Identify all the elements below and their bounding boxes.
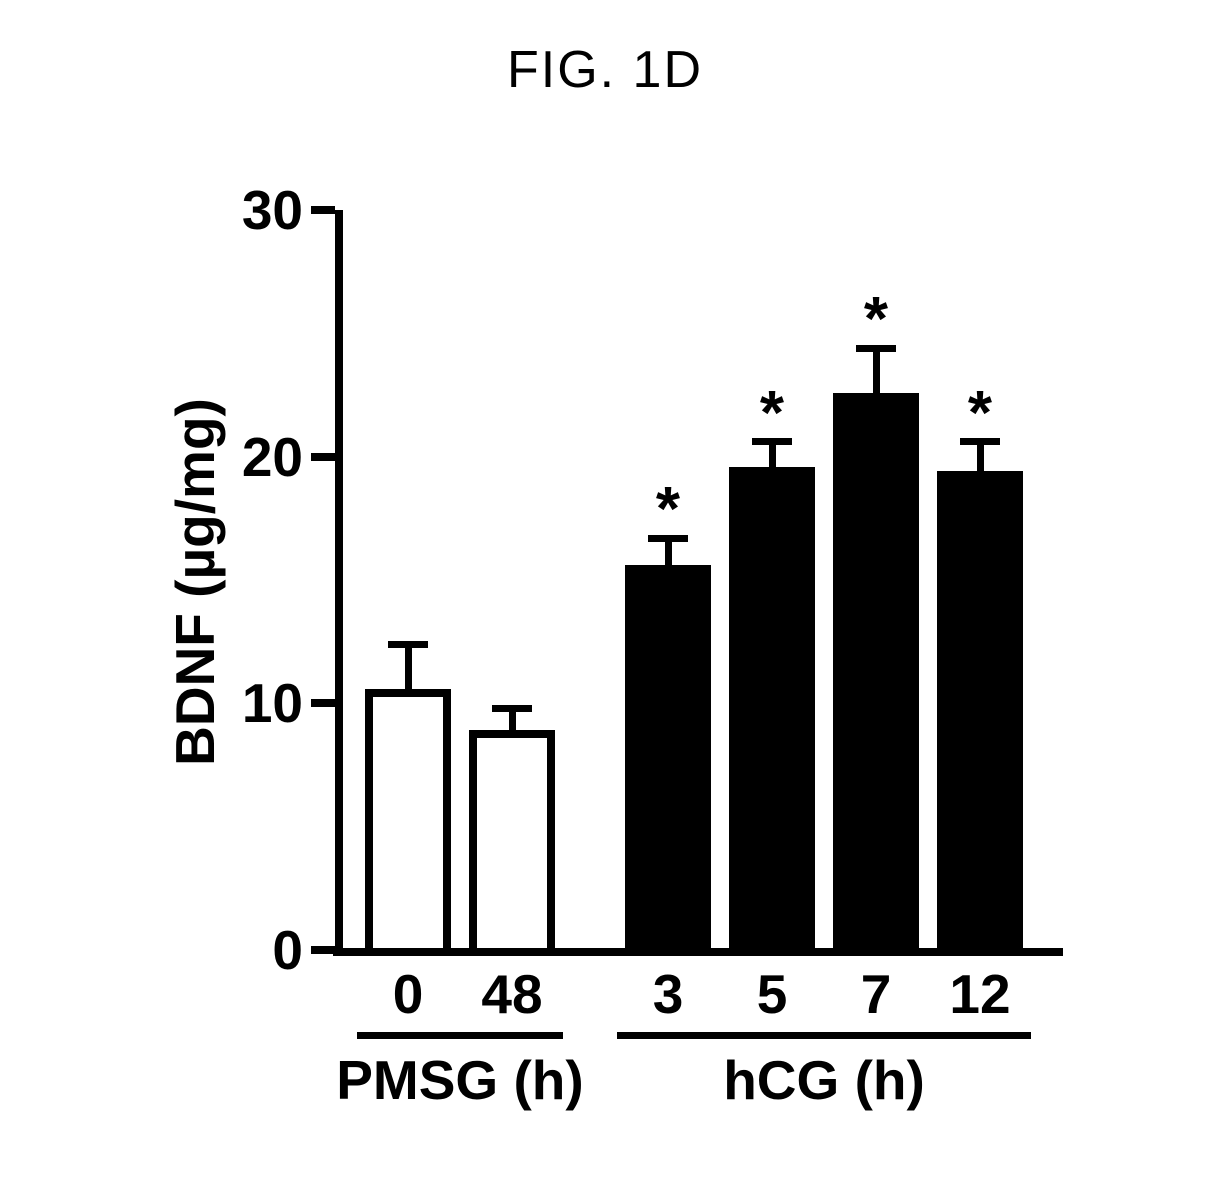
x-group-label: PMSG (h)	[280, 1048, 640, 1112]
x-category-label: 12	[930, 962, 1030, 1026]
group-underline	[617, 1032, 1031, 1039]
bar	[729, 467, 815, 950]
x-category-label: 7	[826, 962, 926, 1026]
y-tick	[311, 453, 335, 461]
plot-area: * * * *	[335, 210, 1055, 950]
y-tick-label: 0	[185, 918, 303, 982]
x-axis	[333, 948, 1063, 956]
x-category-label: 3	[618, 962, 718, 1026]
bar	[937, 471, 1023, 950]
bdnf-bar-chart: **** BDNF (µg/mg) 010203004835712PMSG (h…	[165, 180, 1085, 1110]
error-bar-stem	[405, 644, 412, 688]
significance-marker: *	[643, 474, 693, 545]
y-tick	[311, 946, 335, 954]
x-category-label: 5	[722, 962, 822, 1026]
figure-title: FIG. 1D	[0, 40, 1210, 100]
y-tick	[311, 206, 335, 214]
y-tick	[311, 699, 335, 707]
y-tick-label: 20	[185, 425, 303, 489]
significance-marker: *	[747, 378, 797, 449]
y-tick-label: 10	[185, 671, 303, 735]
y-axis-title: BDNF (µg/mg)	[163, 302, 227, 862]
x-category-label: 48	[462, 962, 562, 1026]
figure: FIG. 1D **** BDNF (µg/mg) 01020300483571…	[0, 0, 1210, 1197]
bar	[833, 393, 919, 950]
bar	[625, 565, 711, 950]
group-underline	[357, 1032, 563, 1039]
error-bar-cap	[492, 705, 532, 712]
bar	[469, 730, 555, 950]
bar	[365, 689, 451, 950]
significance-marker: *	[851, 284, 901, 355]
significance-marker: *	[955, 378, 1005, 449]
y-tick-label: 30	[185, 178, 303, 242]
x-group-label: hCG (h)	[644, 1048, 1004, 1112]
error-bar-cap	[388, 641, 428, 648]
x-category-label: 0	[358, 962, 458, 1026]
